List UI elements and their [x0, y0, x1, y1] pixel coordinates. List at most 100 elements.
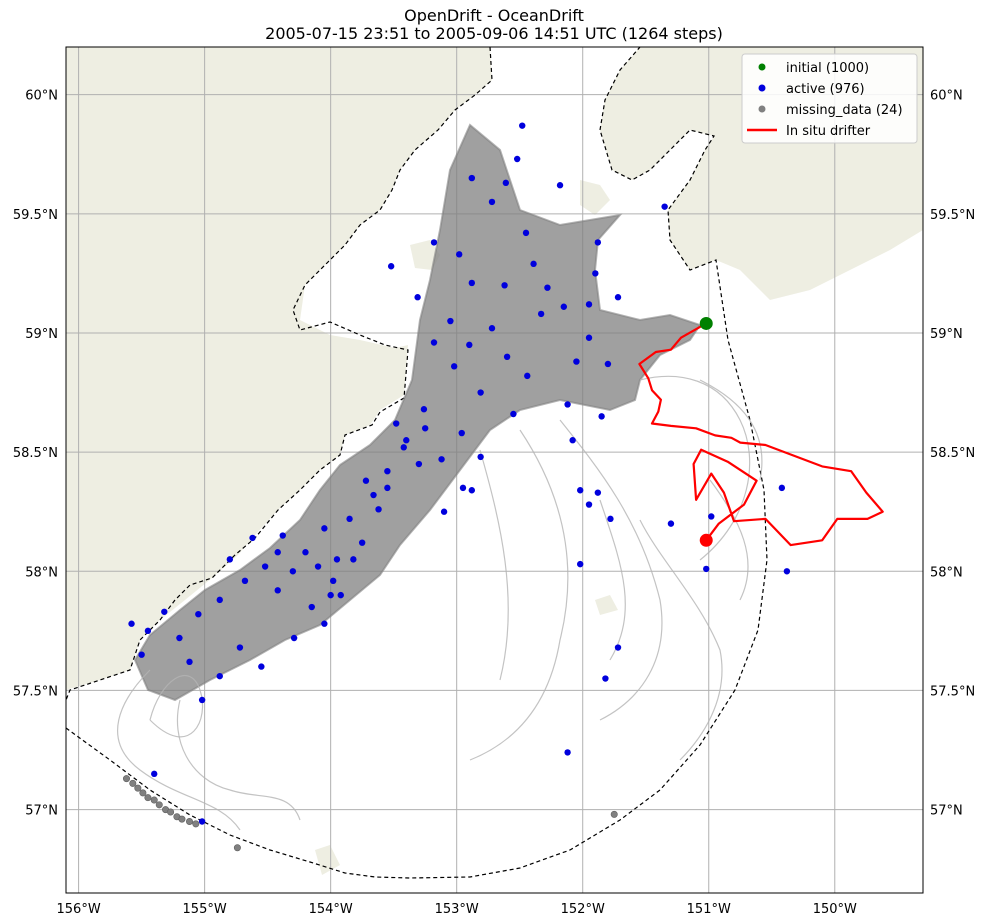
active-particle [430, 339, 438, 346]
trajectory-trail [599, 499, 626, 661]
active-particle [614, 644, 622, 651]
land-mass [595, 595, 618, 615]
active-particle [333, 556, 341, 563]
active-particle [519, 122, 526, 129]
active-particle [602, 675, 609, 682]
trajectory-trail [469, 429, 569, 761]
active-particle [585, 334, 593, 341]
land-mass [66, 47, 492, 690]
active-particle [594, 489, 602, 496]
trajectory-trail [639, 519, 723, 761]
active-particle [468, 174, 476, 182]
active-particle [358, 539, 366, 546]
active-particle [537, 310, 545, 318]
active-particle [392, 420, 400, 427]
y-tick-label-right: 58.5°N [930, 446, 975, 461]
legend: initial (1000) active (976) missing_data (… [741, 53, 918, 144]
active-particle [241, 577, 249, 585]
active-particle [458, 429, 465, 437]
y-tick-label-right: 59.5°N [930, 208, 975, 223]
y-tick-label-left: 59°N [25, 327, 58, 342]
active-particle [321, 620, 328, 627]
active-particle [279, 532, 286, 539]
trajectory-trail [479, 449, 509, 681]
plot-frame [65, 46, 924, 894]
active-particle [778, 484, 786, 492]
active-particle [261, 563, 269, 570]
active-particle [573, 358, 580, 365]
legend-label: initial (1000) [786, 61, 869, 76]
active-particle [186, 658, 193, 666]
legend-label: In situ drifter [786, 124, 871, 139]
active-particle [289, 568, 297, 575]
active-particle [503, 353, 511, 361]
active-particle [598, 413, 605, 420]
legend-swatch-point [758, 105, 766, 113]
active-particle [585, 301, 593, 308]
land-mass [315, 845, 340, 875]
x-tick-label: 156°W [57, 902, 101, 917]
trajectory-trail [117, 669, 241, 831]
missing-data-particle [155, 801, 163, 809]
active-particle [447, 317, 454, 325]
active-particle [346, 515, 353, 523]
active-particle [403, 437, 410, 444]
initial-particle [699, 316, 713, 330]
active-particle [362, 477, 370, 484]
model-boundary [66, 47, 768, 879]
missing-data-particle [192, 820, 200, 828]
trajectory-trail [176, 699, 301, 821]
active-particle [198, 818, 206, 825]
trajectory-trail [559, 419, 663, 721]
x-tick-label: 151°W [687, 902, 731, 917]
legend-label: missing_data (24) [786, 103, 903, 118]
active-particle [415, 460, 423, 468]
active-particle [314, 563, 322, 570]
y-tick-label-left: 57.5°N [13, 684, 58, 699]
active-particle [708, 513, 715, 520]
active-particle [144, 627, 152, 635]
active-particle [524, 372, 531, 380]
missing-data-particle [129, 779, 137, 787]
missing-data-particle [122, 775, 130, 783]
active-particle [308, 603, 315, 611]
y-tick-label-left: 59.5°N [13, 208, 58, 223]
missing-data-particle [134, 784, 142, 792]
y-tick-label-right: 60°N [930, 89, 963, 104]
active-particle [440, 508, 448, 515]
missing-data-particle [144, 794, 152, 802]
active-particle [594, 239, 602, 246]
active-particle [564, 749, 571, 756]
active-particle [468, 279, 476, 287]
missing-data-particle [610, 810, 618, 818]
active-particle [421, 425, 429, 432]
missing-data-particle [150, 796, 158, 804]
active-particle [564, 401, 571, 408]
active-particle [450, 363, 458, 370]
active-particle [337, 591, 344, 599]
active-particle [607, 515, 614, 523]
land-mass [580, 180, 610, 215]
drifter-track [638, 322, 884, 547]
active-particle [502, 179, 510, 187]
active-particle [370, 491, 377, 499]
active-particle [216, 672, 223, 680]
active-particle [375, 506, 382, 513]
missing-data-particle [233, 844, 241, 852]
legend-swatch-point [758, 63, 766, 71]
active-particle [556, 182, 564, 189]
legend-box [741, 53, 918, 144]
active-particle [274, 549, 281, 556]
legend-label: active (976) [786, 82, 865, 97]
active-particle [198, 696, 206, 704]
active-particle [128, 620, 135, 627]
y-tick-label-left: 57°N [25, 804, 58, 819]
active-particle [321, 525, 328, 532]
axis-ticks: 156°W 155°W 154°W 153°W 152°W 151°W 150°W 57°N 5… [13, 89, 975, 917]
coastline-boundary-west [66, 47, 493, 701]
active-particle [414, 294, 421, 301]
active-particle [290, 634, 298, 642]
active-particle [430, 239, 438, 246]
x-tick-label: 152°W [561, 902, 605, 917]
active-particle [513, 155, 521, 163]
